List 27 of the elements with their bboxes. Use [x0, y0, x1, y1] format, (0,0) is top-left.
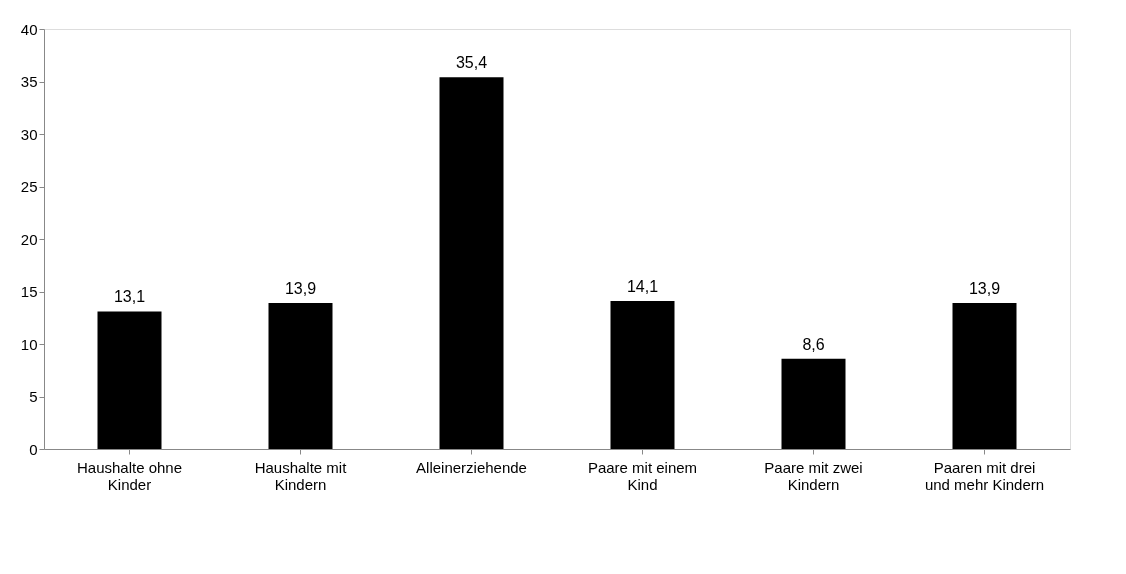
x-tick-label: Paaren mit drei und mehr Kindern	[924, 458, 1045, 493]
y-tick-label: 0	[29, 440, 38, 458]
x-tick-label: Paare mit zwei Kindern	[764, 458, 863, 493]
y-tick-label: 5	[29, 388, 38, 405]
x-tick-label: Haushalte ohne Kinder	[76, 458, 183, 493]
bar	[439, 77, 504, 449]
data-label: 8,6	[802, 335, 825, 353]
data-label: 14,1	[626, 277, 659, 295]
y-tick-label: 15	[20, 283, 38, 300]
bar	[268, 303, 333, 449]
data-label: 35,4	[455, 54, 488, 72]
y-tick-label: 25	[20, 178, 38, 195]
y-tick-label: 10	[20, 335, 38, 353]
x-tick-label: Haushalte mit Kindern	[254, 458, 348, 493]
bar	[952, 303, 1017, 449]
data-label: 13,9	[968, 280, 1001, 298]
x-tick-label: Alleinerziehende	[416, 458, 527, 476]
bar	[781, 358, 846, 449]
y-tick-label: 30	[20, 125, 38, 143]
bar	[610, 300, 675, 449]
data-label: 13,1	[113, 288, 146, 306]
y-tick-label: 35	[20, 73, 38, 90]
bar	[97, 311, 162, 449]
y-tick-label: 40	[20, 20, 38, 38]
x-tick-label: Paare mit einem Kind	[587, 458, 698, 493]
data-label: 13,9	[284, 280, 317, 298]
y-tick-label: 20	[20, 230, 38, 248]
